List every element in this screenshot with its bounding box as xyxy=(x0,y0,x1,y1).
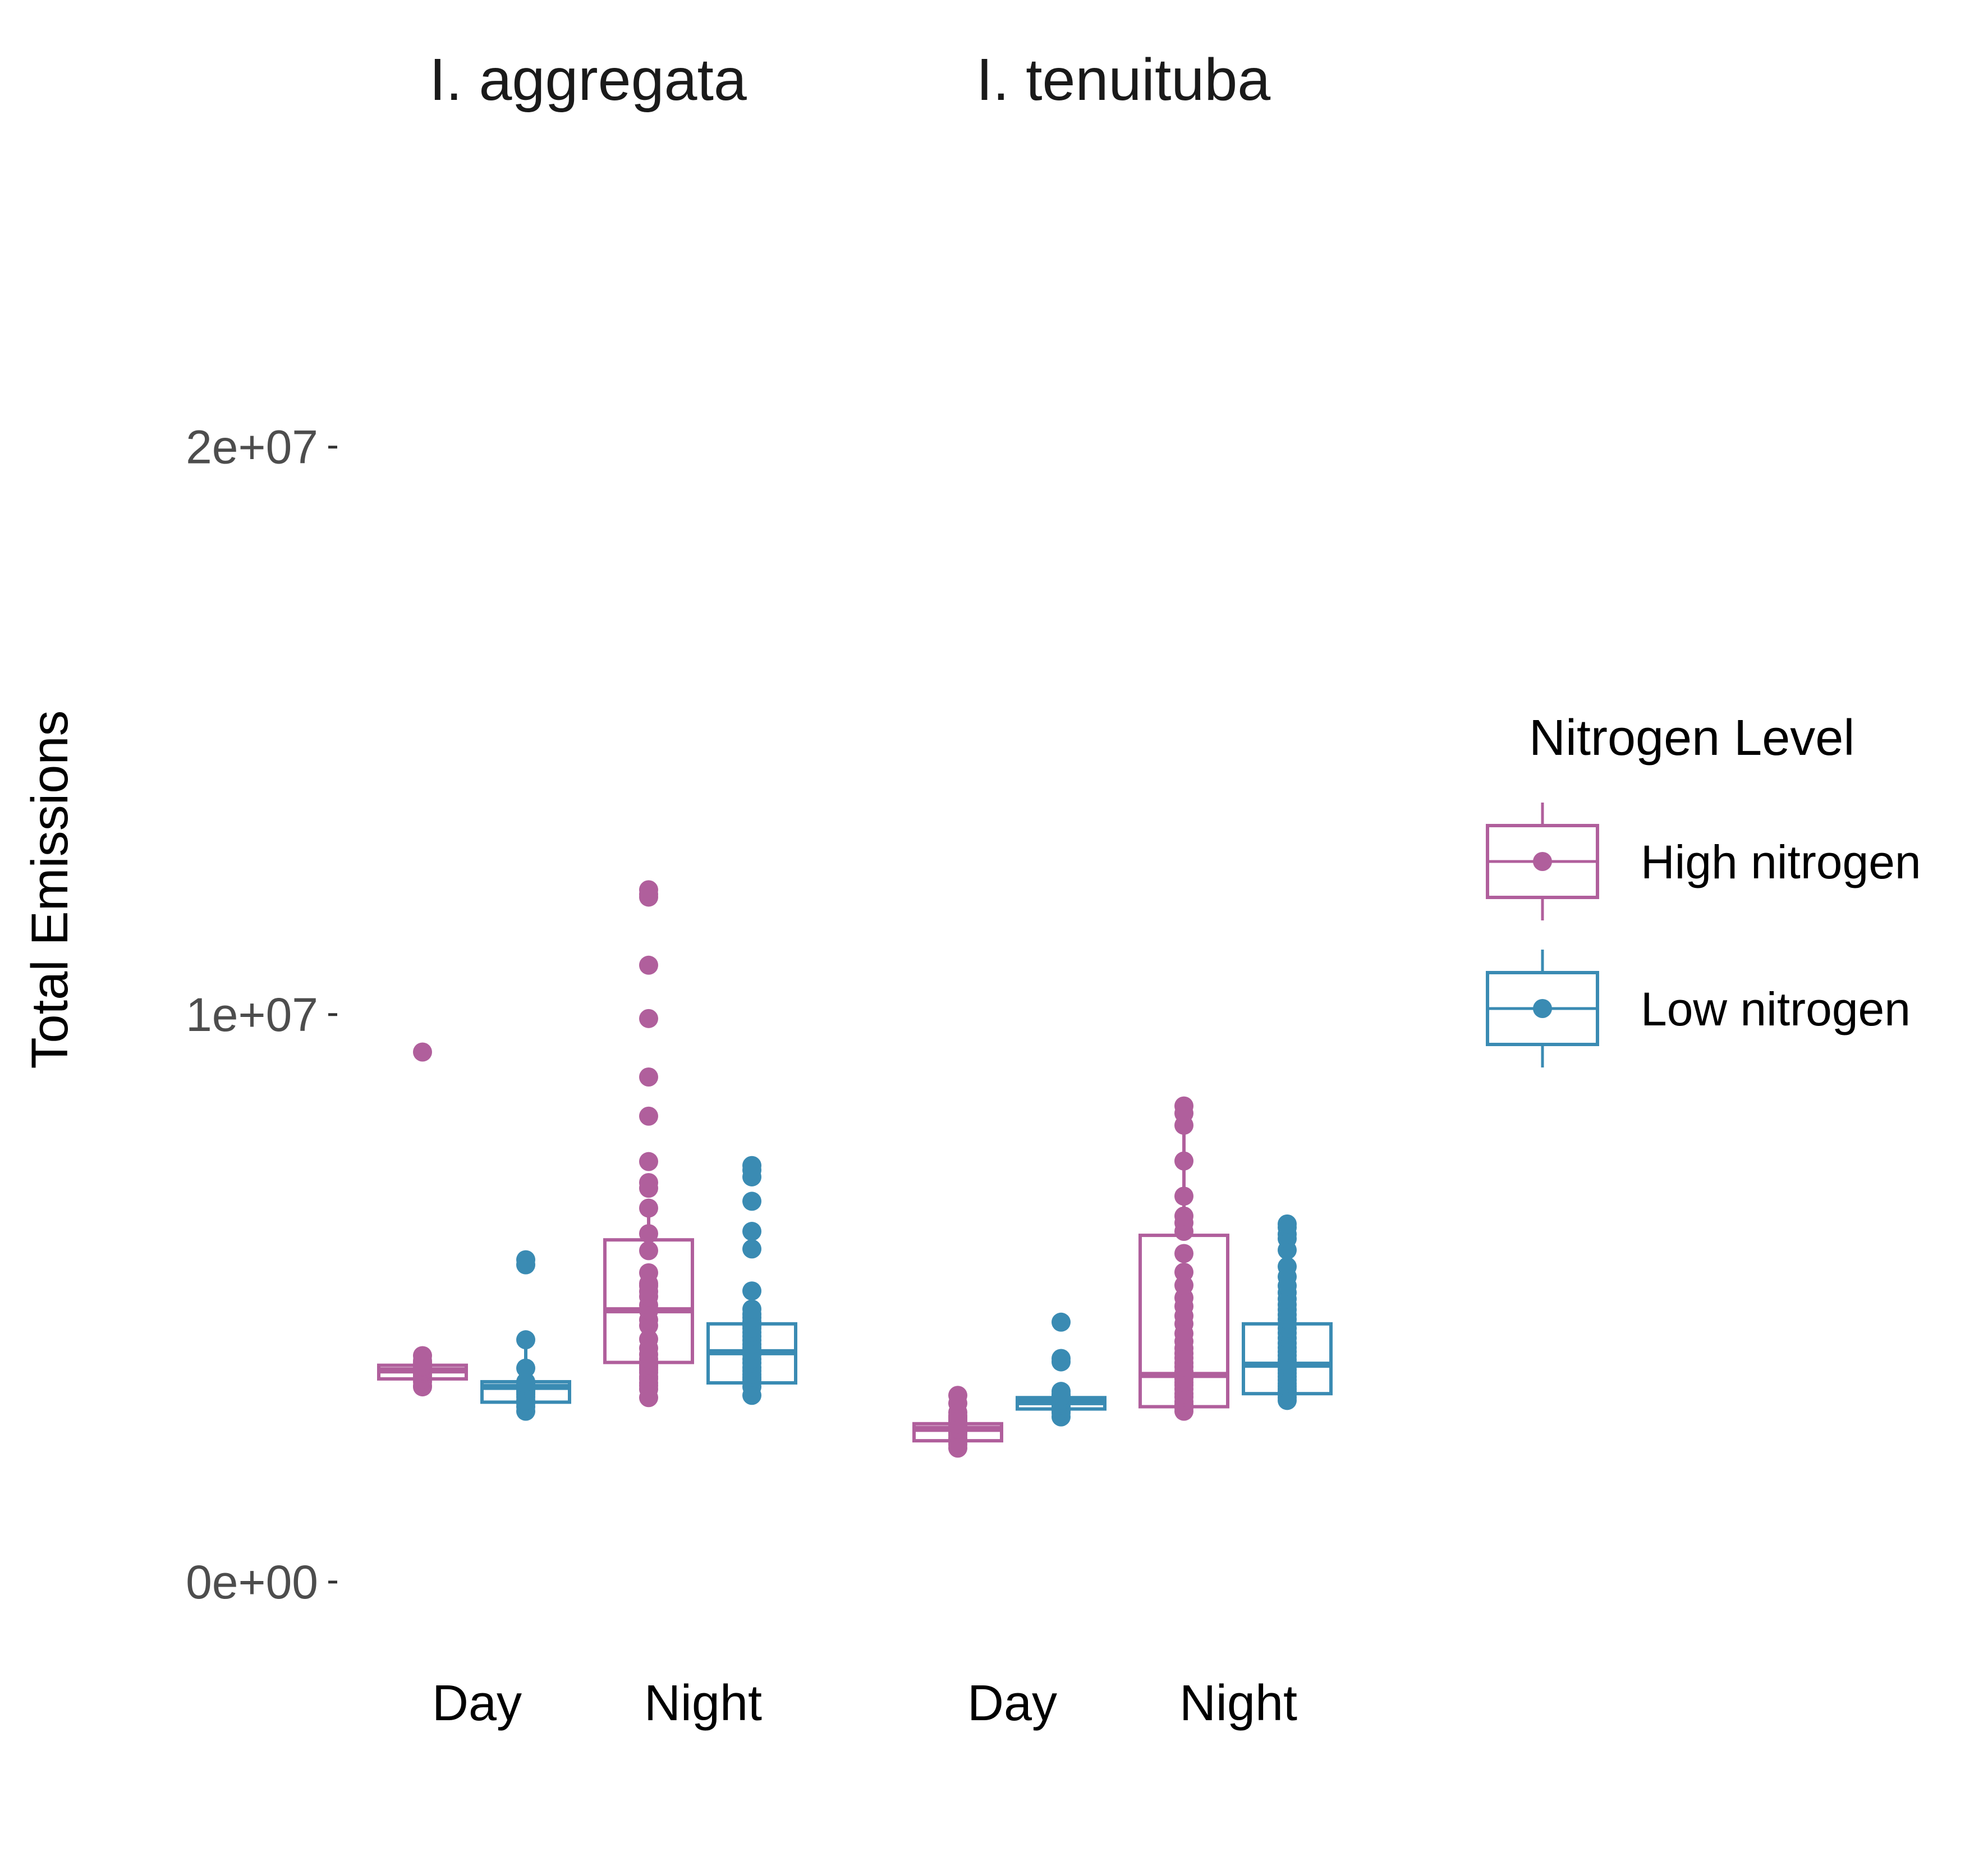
data-point xyxy=(1174,1186,1193,1206)
legend: Nitrogen Level High nitrogen Low nitrogen xyxy=(1486,710,1921,1067)
data-point xyxy=(639,880,658,900)
facet-panel: I. aggregata Day Night xyxy=(377,47,797,1731)
data-point xyxy=(639,1152,658,1171)
data-point xyxy=(742,1239,761,1259)
legend-item-high: High nitrogen xyxy=(1486,803,1921,920)
data-point xyxy=(516,1372,535,1391)
data-point xyxy=(948,1386,967,1405)
data-point xyxy=(639,1009,658,1028)
box-group xyxy=(1138,1096,1229,1421)
data-point xyxy=(413,1042,432,1062)
data-point xyxy=(742,1222,761,1241)
data-point xyxy=(1174,1244,1193,1263)
data-point xyxy=(639,1224,658,1244)
data-point xyxy=(413,1346,432,1365)
x-tick-label: Day xyxy=(967,1675,1057,1731)
legend-item-low: Low nitrogen xyxy=(1486,950,1911,1067)
data-point xyxy=(516,1358,535,1378)
data-point xyxy=(742,1156,761,1175)
data-point xyxy=(1052,1382,1071,1401)
data-point xyxy=(1174,1206,1193,1226)
legend-key-point xyxy=(1533,999,1552,1018)
box-group xyxy=(377,1042,468,1397)
data-point xyxy=(639,1106,658,1126)
data-point xyxy=(1052,1349,1071,1368)
data-point xyxy=(1174,1262,1193,1282)
y-tick-label: 1e+07 xyxy=(186,988,318,1041)
data-point xyxy=(516,1250,535,1270)
box-group xyxy=(706,1156,797,1405)
y-axis-title: Total Emissions xyxy=(21,710,79,1069)
legend-label: High nitrogen xyxy=(1641,836,1921,888)
data-point xyxy=(1174,1151,1193,1171)
facet-title: I. tenuituba xyxy=(976,47,1271,113)
facet-title: I. aggregata xyxy=(429,47,747,113)
data-point xyxy=(639,1330,658,1349)
box-group xyxy=(480,1250,571,1421)
facet-panel: I. tenuituba Day Night xyxy=(912,47,1333,1731)
box-group xyxy=(1016,1312,1107,1427)
data-point xyxy=(742,1299,761,1319)
data-point xyxy=(1052,1312,1071,1332)
data-point xyxy=(516,1330,535,1350)
data-point xyxy=(639,1173,658,1193)
data-point xyxy=(1174,1276,1193,1295)
box-group xyxy=(1242,1214,1333,1410)
box-group xyxy=(912,1386,1003,1458)
data-point xyxy=(1278,1214,1297,1234)
x-tick-label: Night xyxy=(644,1675,762,1731)
legend-label: Low nitrogen xyxy=(1641,983,1911,1035)
x-tick-label: Day xyxy=(432,1675,522,1731)
data-point xyxy=(639,1241,658,1261)
data-point xyxy=(742,1191,761,1211)
data-point xyxy=(742,1281,761,1301)
legend-title: Nitrogen Level xyxy=(1529,710,1854,766)
data-point xyxy=(639,1263,658,1282)
x-tick-label: Night xyxy=(1179,1675,1297,1731)
data-point xyxy=(639,955,658,975)
y-tick-label: 2e+07 xyxy=(186,421,318,474)
y-tick-label: 0e+00 xyxy=(186,1556,318,1608)
data-point xyxy=(639,1198,658,1218)
y-axis: 0e+00 1e+07 2e+07 xyxy=(186,421,337,1608)
data-point xyxy=(639,1067,658,1087)
box-group xyxy=(603,880,694,1408)
legend-key-point xyxy=(1533,852,1552,871)
data-point xyxy=(1174,1096,1193,1116)
facets: I. aggregata Day Night I. tenuituba Day Night xyxy=(377,47,1333,1731)
data-point xyxy=(1278,1257,1297,1276)
